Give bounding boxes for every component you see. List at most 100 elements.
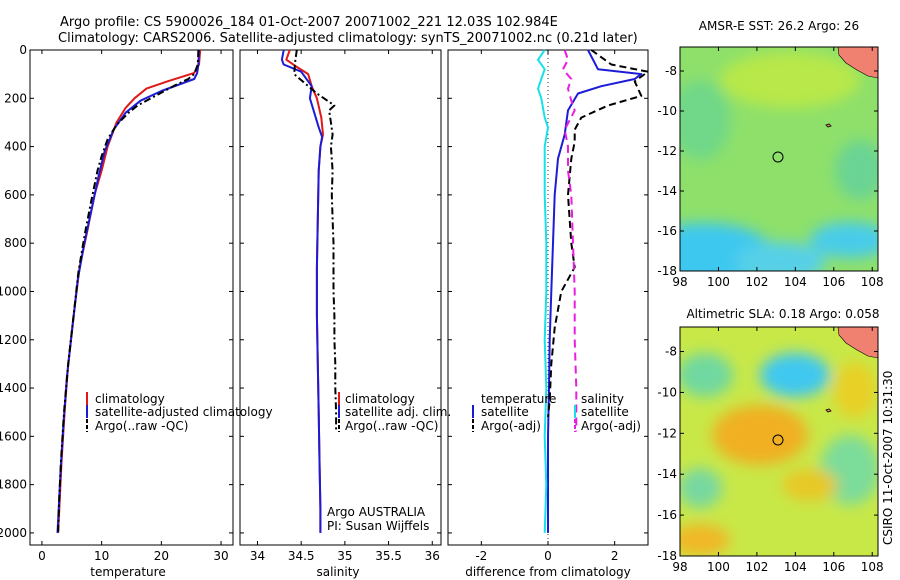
sla-cool-patch — [680, 468, 722, 508]
map-x-tick-label: 100 — [707, 560, 730, 574]
x-tick-label: 0 — [38, 549, 46, 563]
series-line-climatology — [57, 49, 202, 533]
sla-warm-patch — [833, 362, 877, 418]
y-tick-label: 1000 — [0, 284, 27, 298]
legend-label-sal-argo: Argo(-adj) — [581, 419, 641, 433]
sst-map-title: AMSR-E SST: 26.2 Argo: 26 — [699, 19, 859, 33]
map-y-tick-label: -10 — [657, 385, 677, 399]
y-tick-label: 800 — [4, 236, 27, 250]
y-tick-label: 600 — [4, 188, 27, 202]
sla-warm-patch — [782, 469, 838, 501]
series-line-salinity-argo-adj — [562, 49, 578, 432]
legend-label-temp-satellite: satellite — [481, 405, 529, 419]
sla-field — [680, 327, 878, 556]
legend-label-satellite-adj: satellite adj. clim. — [345, 405, 451, 419]
legend-label-sal-satellite: satellite — [581, 405, 629, 419]
y-tick-label: 1200 — [0, 333, 27, 347]
map-y-tick-label: -8 — [665, 345, 677, 359]
map-y-tick-label: -16 — [657, 508, 677, 522]
legend-label-climatology: climatology — [95, 392, 165, 406]
side-stamp: CSIRO 11-Oct-2007 10:31:30 — [881, 371, 895, 545]
x-tick-label: 35 — [337, 549, 352, 563]
sst-map-frame — [679, 46, 879, 272]
sla-map-frame — [679, 326, 879, 557]
y-tick-label: 0 — [19, 43, 27, 57]
map-x-tick-label: 104 — [784, 275, 807, 289]
salinity-axis-ticks: 34 34.5 35 35.5 36 — [240, 49, 441, 563]
legend-label-climatology: climatology — [345, 392, 415, 406]
series-line-salinity-satellite — [537, 49, 549, 533]
temperature-axis-ticks: 0 10 20 30 0 200 400 600 800 1000 1200 1400 1600 1800… — [0, 43, 233, 563]
sla-island — [825, 408, 832, 413]
legend-label-argo: Argo(..raw -QC) — [95, 419, 188, 433]
y-tick-label: 200 — [4, 91, 27, 105]
map-y-tick-label: -18 — [657, 264, 677, 278]
sst-argo-marker — [772, 151, 784, 163]
salinity-series-group — [280, 49, 338, 533]
figure-subtitle: Climatology: CARS2006. Satellite-adjuste… — [58, 31, 638, 46]
legend-group-temperature: temperature — [481, 392, 556, 406]
map-x-tick-label: 106 — [822, 275, 845, 289]
map-x-tick-label: 102 — [745, 560, 768, 574]
map-x-tick-label: 108 — [861, 275, 884, 289]
salinity-panel-frame — [239, 49, 442, 546]
sla-land — [837, 327, 878, 359]
sst-cool-patch — [735, 242, 825, 271]
map-x-tick-label: 104 — [784, 560, 807, 574]
sst-cool-patch — [810, 222, 878, 258]
salinity-legend: climatology satellite adj. clim. Argo(..… — [338, 392, 451, 433]
map-x-tick-label: 98 — [672, 275, 687, 289]
sla-cool-patch — [760, 353, 830, 397]
sla-warm-patch — [680, 524, 730, 556]
y-tick-label: 1400 — [0, 381, 27, 395]
map-x-tick-label: 106 — [822, 560, 845, 574]
map-x-tick-label: 108 — [861, 560, 884, 574]
x-tick-label: -2 — [475, 549, 487, 563]
temperature-axis-label: temperature — [90, 565, 165, 579]
y-tick-label: 1600 — [0, 429, 27, 443]
map-y-tick-label: -8 — [665, 64, 677, 78]
map-x-tick-label: 98 — [672, 560, 687, 574]
sla-argo-marker — [772, 434, 784, 446]
sst-map-ticks: 98 100 102 104 106 108 -8 -10 -12 -14 -16 -18 — [657, 47, 884, 289]
x-tick-label: 0 — [544, 549, 552, 563]
sla-warm-patch — [712, 405, 808, 465]
sst-land — [837, 47, 878, 79]
difference-axis-label: difference from climatology — [465, 565, 631, 579]
map-x-tick-label: 100 — [707, 275, 730, 289]
difference-series-group — [537, 49, 649, 533]
series-line-temperature-argo-adj — [547, 49, 649, 418]
sst-mid-patch — [835, 140, 878, 200]
series-line-satellite-adj-clim — [280, 49, 324, 533]
legend-label-temp-argo: Argo(-adj) — [481, 419, 541, 433]
difference-axis-ticks: -2 0 2 — [448, 49, 648, 563]
sst-warm-patch — [720, 52, 860, 108]
temperature-legend: climatology satellite-adjusted climatolo… — [86, 392, 273, 433]
sst-field — [680, 47, 878, 271]
series-line-argo-raw-qc — [293, 49, 338, 432]
x-tick-label: 10 — [94, 549, 109, 563]
series-line-temperature-satellite — [547, 49, 643, 533]
map-y-tick-label: -12 — [657, 144, 677, 158]
sst-mid-patch — [680, 80, 730, 160]
legend-label-satellite-adjusted: satellite-adjusted climatology — [95, 405, 273, 419]
map-x-tick-label: 102 — [745, 275, 768, 289]
argo-program-annotation: Argo AUSTRALIA — [327, 505, 426, 519]
sla-cool-patch — [680, 353, 733, 397]
x-tick-label: 30 — [213, 549, 228, 563]
x-tick-label: 34.5 — [288, 549, 315, 563]
argo-pi-annotation: PI: Susan Wijffels — [327, 519, 429, 533]
legend-label-argo: Argo(..raw -QC) — [345, 419, 438, 433]
x-tick-label: 20 — [154, 549, 169, 563]
sst-island — [825, 123, 832, 128]
temperature-panel-frame — [29, 49, 234, 546]
figure-title: Argo profile: CS 5900026_184 01-Oct-2007… — [60, 15, 558, 30]
x-tick-label: 35.5 — [375, 549, 402, 563]
x-tick-label: 36 — [425, 549, 440, 563]
map-y-tick-label: -14 — [657, 467, 677, 481]
series-line-satellite-adjusted-climatology — [56, 49, 200, 533]
difference-legend: temperature satellite Argo(-adj) salinit… — [472, 392, 641, 433]
x-tick-label: 34 — [250, 549, 265, 563]
y-tick-label: 2000 — [0, 526, 27, 540]
